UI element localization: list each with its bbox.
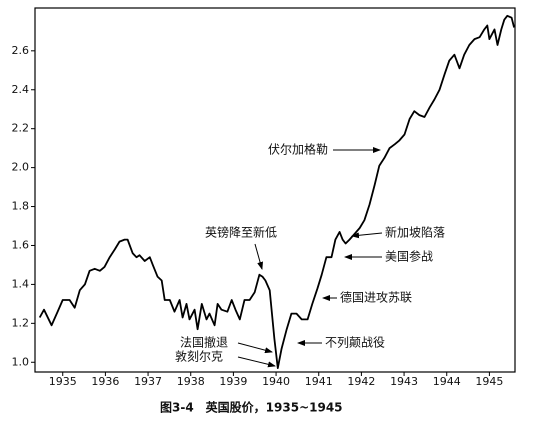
annotation-arrow [254, 243, 264, 270]
x-tick-label: 1936 [91, 375, 119, 388]
x-tick-label: 1937 [134, 375, 162, 388]
x-tick-label: 1945 [475, 375, 503, 388]
y-tick-label: 1.8 [12, 200, 30, 213]
y-tick-label: 2.4 [12, 83, 30, 96]
y-tick-label: 1.4 [12, 277, 30, 290]
annotation-arrow [237, 356, 276, 368]
y-tick-label: 1.2 [12, 316, 30, 329]
x-tick-label: 1942 [347, 375, 375, 388]
y-tick-label: 1.0 [12, 355, 30, 368]
plot-frame [34, 7, 516, 373]
x-tick-label: 1941 [305, 375, 333, 388]
x-tick-label: 1940 [262, 375, 290, 388]
y-tick-label: 2.6 [12, 44, 30, 57]
annotation: 伏尔加格勒 [268, 142, 328, 157]
x-tick-label: 1944 [433, 375, 461, 388]
annotation: 敦刻尔克 [175, 349, 223, 364]
x-tick-label: 1935 [49, 375, 77, 388]
x-tick-label: 1938 [177, 375, 205, 388]
annotation: 法国撤退 [180, 335, 228, 350]
annotation: 美国参战 [385, 249, 433, 264]
annotation-arrow [237, 342, 273, 354]
annotation: 英镑降至新低 [205, 225, 277, 240]
chart-title: 图3-4 英国股价，1935~1945 [160, 400, 343, 415]
annotation: 德国进攻苏联 [340, 290, 412, 305]
annotation: 不列颠战役 [325, 335, 385, 350]
x-tick-label: 1943 [390, 375, 418, 388]
x-tick-label: 1939 [219, 375, 247, 388]
y-tick-label: 1.6 [12, 238, 30, 251]
price-line [38, 14, 515, 369]
annotation-arrow [351, 232, 383, 239]
y-tick-label: 2.2 [12, 122, 30, 135]
y-tick-label: 2.0 [12, 161, 30, 174]
annotation: 新加坡陷落 [385, 225, 445, 240]
